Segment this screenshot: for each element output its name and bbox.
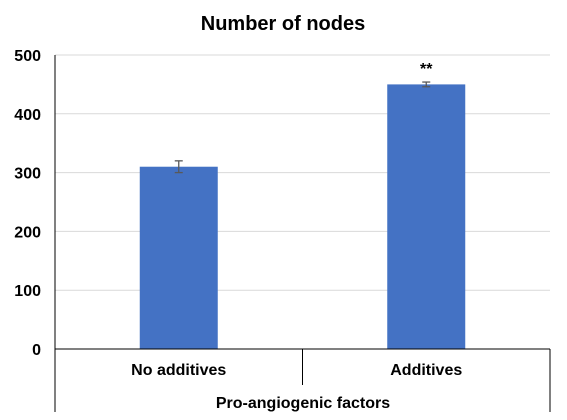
x-category-label: No additives — [131, 362, 226, 379]
error-bar — [422, 81, 431, 88]
error-bar — [174, 160, 183, 174]
axes — [54, 55, 551, 412]
chart-title: Number of nodes — [201, 13, 365, 35]
y-tick-label: 0 — [32, 342, 41, 359]
y-tick-label: 300 — [14, 166, 41, 183]
y-tick-label: 200 — [14, 224, 41, 241]
annotations: ** — [420, 61, 433, 78]
bar-no-additives — [139, 166, 218, 349]
y-tick-labels: 0 100 200 300 400 500 — [14, 48, 41, 359]
bars — [139, 84, 466, 350]
x-category-label: Additives — [390, 362, 462, 379]
gridlines — [55, 54, 550, 291]
y-tick-label: 100 — [14, 283, 41, 300]
x-axis-label: Pro-angiogenic factors — [216, 395, 390, 412]
y-tick-label: 400 — [14, 107, 41, 124]
y-tick-label: 500 — [14, 48, 41, 65]
x-category-labels: No additives Additives — [131, 362, 462, 379]
bar-additives — [387, 84, 466, 350]
error-bars — [174, 81, 431, 174]
significance-annotation: ** — [420, 61, 433, 78]
